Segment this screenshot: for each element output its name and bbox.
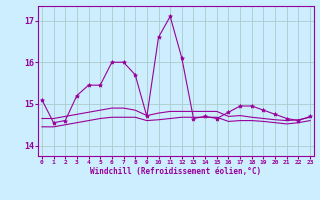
X-axis label: Windchill (Refroidissement éolien,°C): Windchill (Refroidissement éolien,°C) [91, 167, 261, 176]
